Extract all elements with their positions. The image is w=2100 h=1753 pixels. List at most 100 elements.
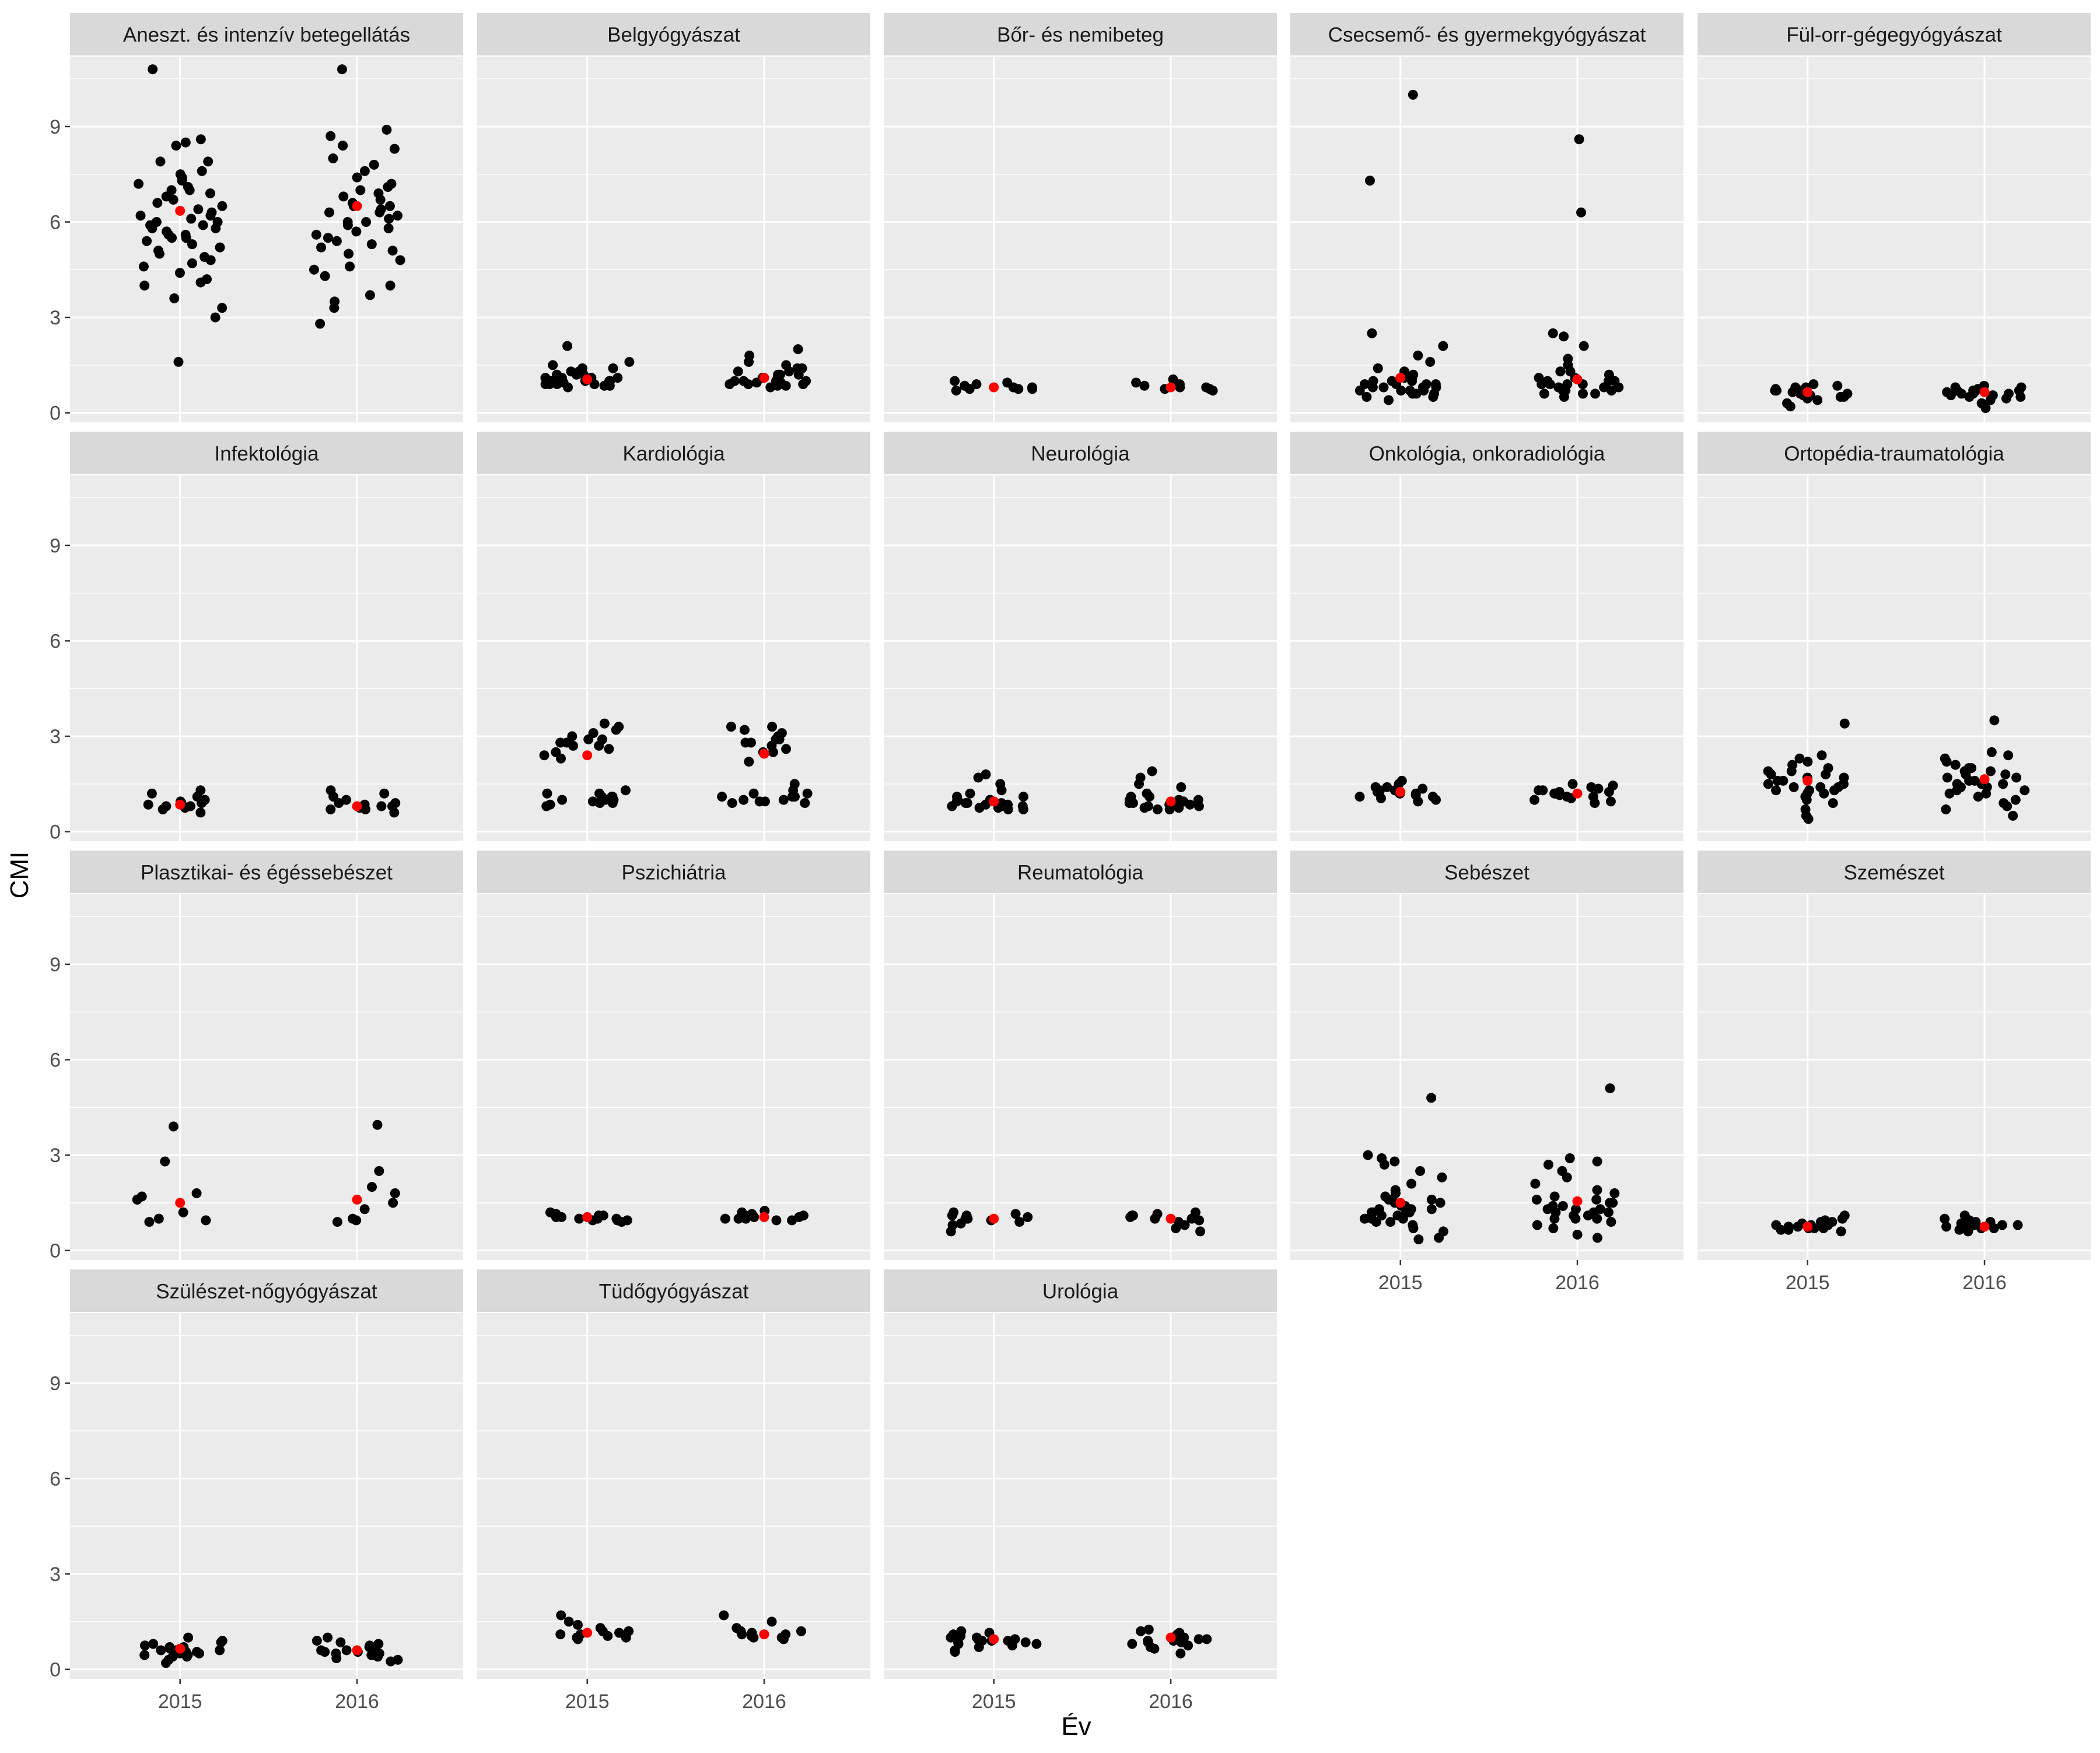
data-point: [1981, 788, 1992, 799]
data-point: [367, 1182, 377, 1192]
data-point: [134, 179, 144, 189]
mean-point: [1572, 1196, 1583, 1206]
facet-title: Reumatológia: [1017, 862, 1143, 884]
data-point: [574, 1213, 584, 1224]
data-point: [964, 384, 975, 394]
facet-panel: Szülészet-nőgyógyászat 0 3 6 9 2015 2016: [50, 1269, 463, 1713]
data-point: [1604, 786, 1614, 797]
data-point: [1415, 1166, 1426, 1176]
data-point: [1376, 793, 1387, 803]
data-point: [1406, 1178, 1416, 1189]
panel-background: [477, 1313, 870, 1679]
data-point: [1371, 1217, 1381, 1227]
data-point: [620, 785, 631, 796]
data-point: [1808, 379, 1819, 390]
mean-point: [1979, 774, 1990, 785]
facet-strip: [884, 1269, 1277, 1312]
data-point: [384, 201, 395, 211]
data-point: [743, 379, 754, 390]
data-point: [138, 261, 149, 272]
data-point: [1027, 384, 1038, 394]
y-tick-label: 9: [50, 116, 61, 138]
data-point: [1787, 387, 1798, 397]
data-point: [352, 172, 362, 183]
y-axis-title: CMI: [5, 852, 34, 899]
mean-point: [1166, 382, 1176, 393]
facet-strip: [477, 432, 870, 474]
facet-title: Ortopédia-traumatológia: [1784, 443, 2004, 466]
data-point: [996, 785, 1007, 796]
panel-background: [70, 1313, 463, 1679]
data-point: [787, 792, 797, 802]
data-point: [726, 722, 736, 732]
data-point: [1363, 1150, 1373, 1160]
data-point: [334, 798, 344, 809]
data-point: [1548, 1223, 1559, 1233]
data-point: [331, 236, 342, 246]
facet-panel: Neurológia: [884, 432, 1277, 841]
data-point: [1031, 1639, 1042, 1649]
data-point: [555, 737, 566, 748]
data-point: [556, 753, 566, 764]
data-point: [205, 188, 215, 198]
data-point: [215, 1645, 225, 1656]
mean-point: [352, 801, 362, 811]
data-point: [181, 233, 191, 243]
data-point: [1435, 1198, 1446, 1208]
data-point: [1367, 382, 1378, 393]
data-point: [1428, 391, 1438, 402]
data-point: [374, 1166, 384, 1176]
data-point: [194, 1648, 204, 1658]
facet-panel: Pszichiátria: [477, 851, 870, 1260]
data-point: [1578, 389, 1588, 399]
data-point: [324, 207, 334, 218]
data-point: [564, 1616, 574, 1627]
data-point: [195, 277, 206, 288]
data-point: [1578, 341, 1589, 351]
data-point: [738, 795, 749, 805]
facet-title: Plasztikai- és égéssebészet: [141, 862, 393, 884]
data-point: [947, 801, 957, 811]
data-point: [1180, 1220, 1190, 1230]
data-point: [148, 64, 158, 75]
data-point: [1128, 798, 1138, 809]
data-point: [1941, 1222, 1952, 1232]
data-point: [210, 312, 220, 323]
data-point: [191, 1188, 202, 1199]
data-point: [205, 255, 216, 265]
facet-strip: [477, 13, 870, 55]
data-point: [624, 356, 635, 367]
data-point: [1989, 1223, 1999, 1233]
data-point: [168, 1121, 178, 1132]
data-point: [361, 217, 372, 228]
data-point: [1208, 385, 1218, 396]
data-point: [311, 229, 321, 240]
facet-panel: Szemészet 2015 2016: [1698, 851, 2091, 1294]
data-point: [603, 1630, 613, 1641]
data-point: [2003, 750, 2014, 761]
data-point: [737, 1629, 747, 1640]
mean-point: [1166, 796, 1176, 807]
data-point: [611, 725, 621, 735]
data-point: [195, 134, 206, 145]
data-point: [1133, 779, 1144, 789]
data-point: [1964, 391, 1975, 402]
data-point: [139, 281, 150, 291]
panel-background: [1290, 57, 1684, 422]
data-point: [1398, 1213, 1408, 1224]
data-point: [981, 769, 991, 780]
facet-title: Kardiológia: [622, 443, 725, 466]
facet-strip: [70, 432, 463, 474]
data-point: [1014, 1217, 1025, 1227]
data-point: [748, 788, 759, 799]
x-tick-label: 2015: [972, 1691, 1016, 1713]
facet-panel: Belgyógyászat: [477, 13, 870, 422]
y-tick-label: 0: [50, 403, 61, 425]
data-point: [1559, 331, 1569, 342]
data-point: [344, 249, 354, 259]
data-point: [376, 801, 387, 811]
data-point: [604, 744, 614, 754]
data-point: [583, 734, 594, 745]
data-point: [1437, 1172, 1447, 1182]
data-point: [946, 1226, 956, 1237]
